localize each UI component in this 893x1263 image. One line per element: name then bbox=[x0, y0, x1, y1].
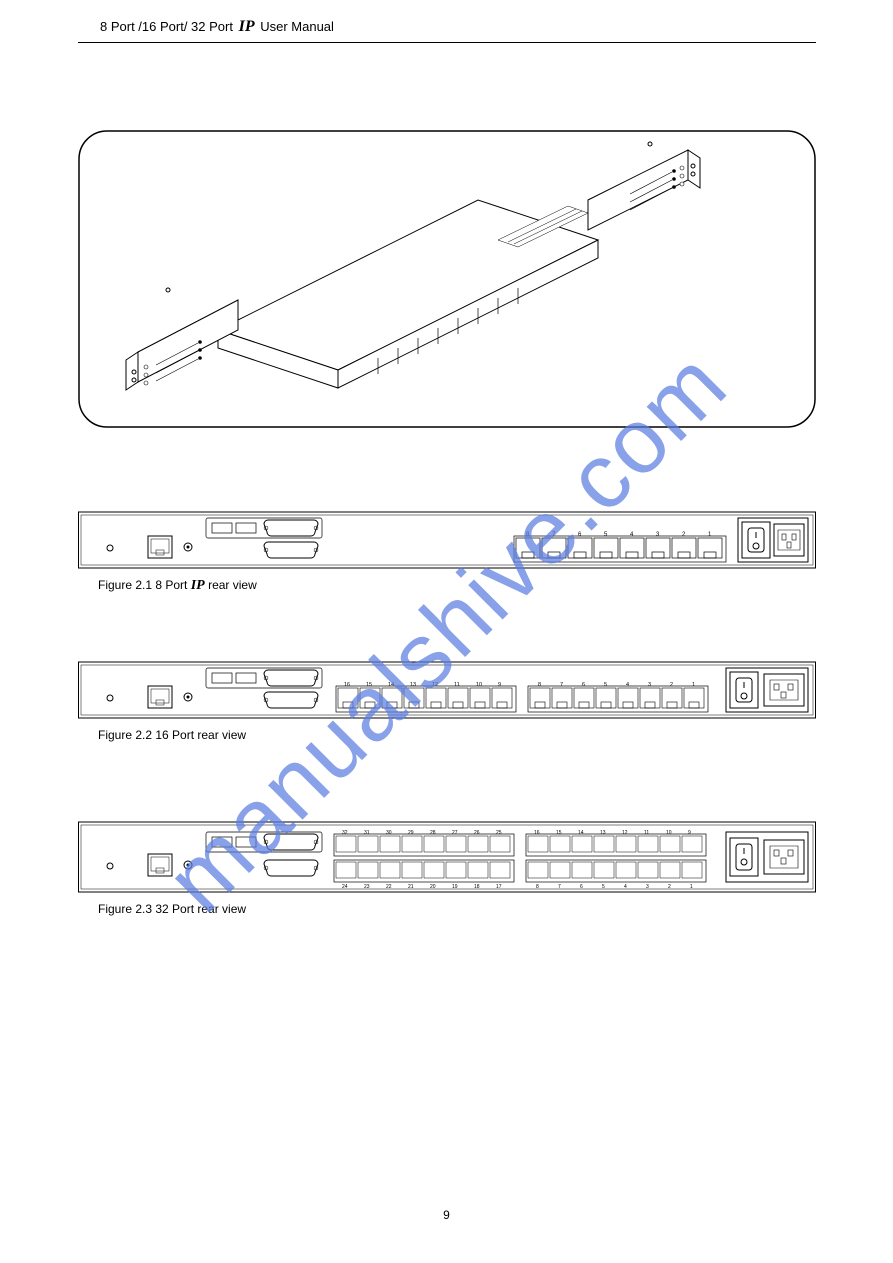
svg-text:4: 4 bbox=[624, 884, 627, 890]
caption-32port: Figure 2.3 32 Port rear view bbox=[98, 902, 246, 916]
header-prefix: 8 Port /16 Port/ 32 Port bbox=[100, 19, 233, 34]
caption-8-prefix: Figure 2.1 8 Port bbox=[98, 578, 187, 592]
page-number: 9 bbox=[0, 1208, 893, 1222]
svg-text:9: 9 bbox=[498, 682, 501, 688]
header-rule bbox=[78, 42, 816, 43]
svg-text:28: 28 bbox=[430, 830, 436, 836]
header-suffix: User Manual bbox=[260, 19, 334, 34]
svg-text:1: 1 bbox=[692, 682, 695, 688]
caption-8port: Figure 2.1 8 Port IP rear view bbox=[98, 578, 257, 594]
svg-text:24: 24 bbox=[342, 884, 348, 890]
svg-text:26: 26 bbox=[474, 830, 480, 836]
svg-text:3: 3 bbox=[646, 884, 649, 890]
page-header: 8 Port /16 Port/ 32 Port IP User Manual bbox=[100, 18, 334, 36]
rack-mount-figure bbox=[78, 130, 816, 428]
panel-32port: 3231302928272625 161514131211109 2423222… bbox=[78, 818, 816, 896]
svg-text:7: 7 bbox=[560, 682, 563, 688]
svg-text:16: 16 bbox=[534, 830, 540, 836]
panel-16port-svg: 16 15 14 13 12 11 10 9 bbox=[78, 654, 816, 722]
svg-text:22: 22 bbox=[386, 884, 392, 890]
caption-8-suffix: rear view bbox=[208, 578, 257, 592]
svg-text:16: 16 bbox=[344, 682, 350, 688]
svg-text:12: 12 bbox=[432, 682, 438, 688]
svg-text:6: 6 bbox=[582, 682, 585, 688]
rack-mount-svg bbox=[78, 130, 816, 428]
svg-text:5: 5 bbox=[604, 682, 607, 688]
svg-text:14: 14 bbox=[578, 830, 584, 836]
svg-text:13: 13 bbox=[600, 830, 606, 836]
panel-16port: 16 15 14 13 12 11 10 9 bbox=[78, 654, 816, 722]
svg-text:13: 13 bbox=[410, 682, 416, 688]
svg-text:5: 5 bbox=[602, 884, 605, 890]
svg-text:20: 20 bbox=[430, 884, 436, 890]
svg-text:23: 23 bbox=[364, 884, 370, 890]
svg-text:27: 27 bbox=[452, 830, 458, 836]
svg-text:12: 12 bbox=[622, 830, 628, 836]
caption-16port: Figure 2.2 16 Port rear view bbox=[98, 728, 246, 742]
panel-8port: 8 7 6 5 4 3 2 1 bbox=[78, 504, 816, 572]
panel-32port-svg: 3231302928272625 161514131211109 2423222… bbox=[78, 818, 816, 896]
svg-text:14: 14 bbox=[388, 682, 394, 688]
svg-text:17: 17 bbox=[496, 884, 502, 890]
svg-text:10: 10 bbox=[476, 682, 482, 688]
svg-text:11: 11 bbox=[454, 682, 460, 688]
svg-text:3: 3 bbox=[648, 682, 651, 688]
svg-text:32: 32 bbox=[342, 830, 348, 836]
header-ip-logo: IP bbox=[239, 18, 255, 35]
svg-text:7: 7 bbox=[558, 884, 561, 890]
svg-text:9: 9 bbox=[688, 830, 691, 836]
svg-text:2: 2 bbox=[668, 884, 671, 890]
panel-8port-svg: 8 7 6 5 4 3 2 1 bbox=[78, 504, 816, 572]
svg-text:6: 6 bbox=[580, 884, 583, 890]
svg-text:10: 10 bbox=[666, 830, 672, 836]
svg-text:15: 15 bbox=[556, 830, 562, 836]
svg-text:1: 1 bbox=[690, 884, 693, 890]
svg-text:19: 19 bbox=[452, 884, 458, 890]
svg-text:25: 25 bbox=[496, 830, 502, 836]
svg-text:8: 8 bbox=[538, 682, 541, 688]
svg-text:21: 21 bbox=[408, 884, 414, 890]
svg-text:4: 4 bbox=[626, 682, 629, 688]
svg-text:8: 8 bbox=[536, 884, 539, 890]
svg-text:15: 15 bbox=[366, 682, 372, 688]
svg-text:2: 2 bbox=[670, 682, 673, 688]
svg-text:29: 29 bbox=[408, 830, 414, 836]
caption-ip-logo: IP bbox=[191, 578, 205, 593]
svg-text:11: 11 bbox=[644, 830, 649, 836]
svg-text:18: 18 bbox=[474, 884, 480, 890]
svg-text:30: 30 bbox=[386, 830, 392, 836]
svg-text:31: 31 bbox=[364, 830, 370, 836]
